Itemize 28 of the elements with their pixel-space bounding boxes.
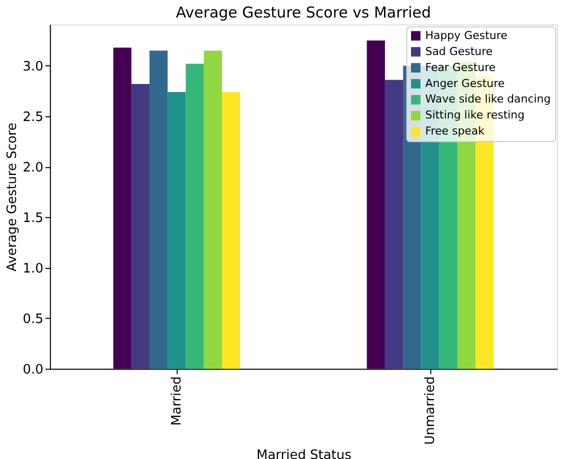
legend-label: Free speak	[425, 124, 486, 138]
legend-label: Anger Gesture	[425, 76, 505, 90]
y-tick-label: 2.0	[22, 160, 44, 176]
legend-label: Wave side like dancing	[425, 92, 551, 106]
y-tick-label: 0.5	[22, 312, 44, 327]
bar	[186, 64, 204, 369]
y-tick-label: 2.5	[22, 110, 44, 125]
x-tick-label: Unmarried	[423, 376, 438, 445]
legend-label: Happy Gesture	[425, 28, 508, 42]
y-tick-label: 0.0	[22, 362, 44, 378]
x-axis-title: Married Status	[256, 448, 352, 459]
bar	[222, 92, 240, 369]
bar	[384, 80, 404, 369]
bar	[366, 40, 385, 369]
y-axis-title: Average Gesture Score	[4, 122, 20, 272]
legend-label: Sitting like resting	[425, 108, 525, 122]
bar	[204, 50, 222, 369]
legend-label: Sad Gesture	[425, 44, 493, 58]
y-tick-label: 3.0	[22, 59, 44, 74]
chart-title: Average Gesture Score vs Married	[176, 3, 432, 22]
bar	[150, 50, 168, 369]
y-tick-label: 1.0	[22, 261, 44, 276]
bar	[131, 84, 150, 369]
x-tick-label: Married	[170, 376, 185, 426]
bar	[113, 48, 132, 369]
legend-label: Fear Gesture	[425, 60, 496, 74]
y-tick-label: 1.5	[22, 210, 44, 226]
bar	[168, 92, 186, 369]
